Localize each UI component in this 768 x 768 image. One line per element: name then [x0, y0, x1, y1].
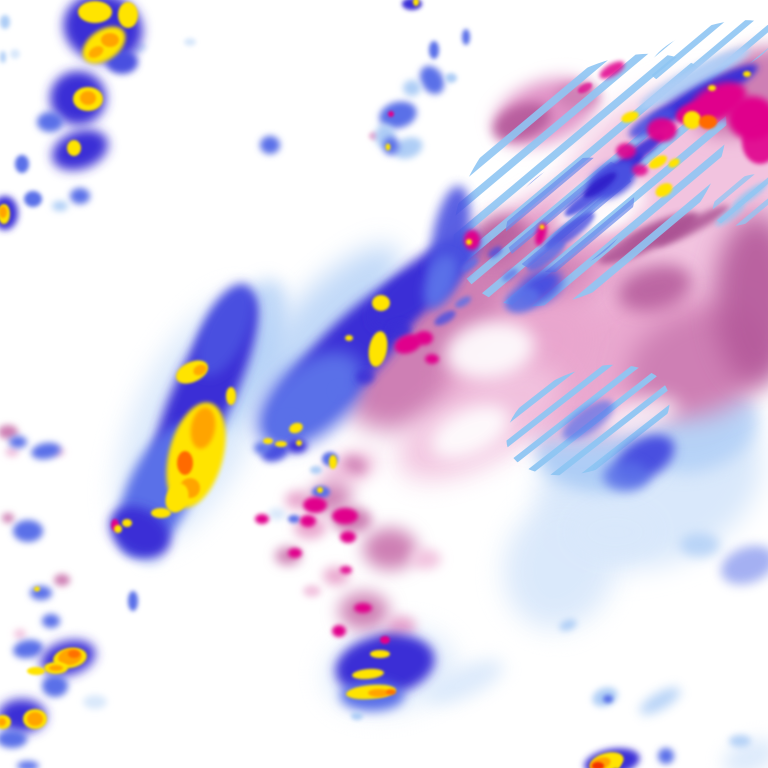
layer-magenta-intense-mix [111, 61, 768, 644]
layer-storm-cores [0, 0, 751, 768]
